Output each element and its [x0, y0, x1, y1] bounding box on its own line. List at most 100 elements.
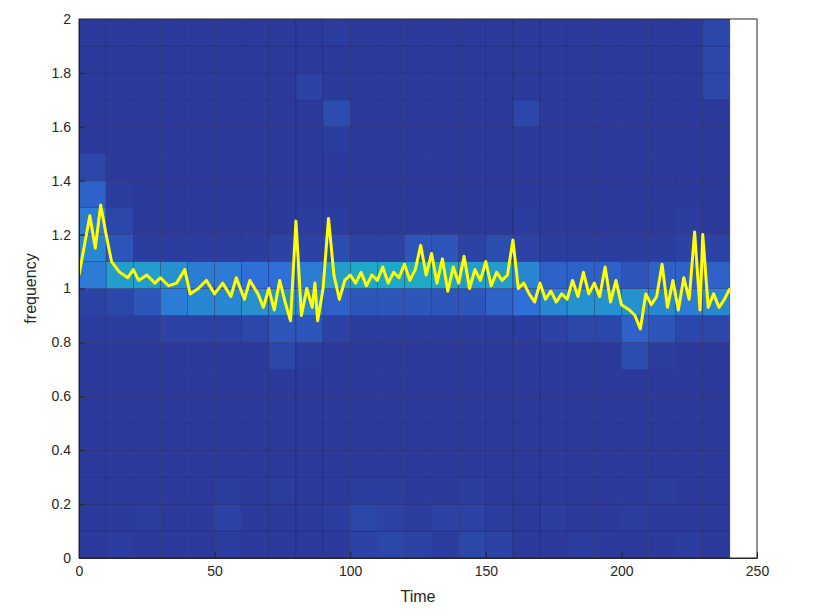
heatmap-cell [79, 396, 106, 423]
heatmap-cell [187, 369, 214, 396]
heatmap-cell [350, 315, 377, 342]
heatmap-cell [432, 154, 459, 181]
heatmap-cell [106, 208, 133, 235]
heatmap-cell [513, 504, 540, 531]
heatmap-cell [160, 154, 187, 181]
tick: 1.4 [52, 173, 85, 189]
heatmap-cell [513, 477, 540, 504]
tick-label: 1.6 [52, 119, 72, 135]
heatmap-cell [215, 450, 242, 477]
heatmap-cell [269, 181, 296, 208]
heatmap-cell [649, 369, 676, 396]
heatmap-cell [703, 315, 730, 342]
heatmap-cell [432, 396, 459, 423]
heatmap-cell [432, 181, 459, 208]
heatmap-cell [79, 154, 106, 181]
heatmap-cell [160, 208, 187, 235]
heatmap-cell [350, 208, 377, 235]
heatmap-cell [594, 235, 621, 262]
heatmap-cell [649, 450, 676, 477]
heatmap-cell [350, 450, 377, 477]
tick-mark [79, 235, 85, 236]
heatmap-cell [459, 100, 486, 127]
heatmap-cell [404, 100, 431, 127]
heatmap-cell [621, 369, 648, 396]
tick-label: 50 [207, 563, 223, 579]
heatmap-cell [649, 342, 676, 369]
heatmap-cell [215, 181, 242, 208]
heatmap-cell [432, 369, 459, 396]
tick: 1 [63, 280, 85, 296]
heatmap-cell [160, 73, 187, 100]
heatmap-cell [676, 154, 703, 181]
heatmap-cell [432, 423, 459, 450]
heatmap-cell [106, 477, 133, 504]
heatmap-cell [459, 315, 486, 342]
heatmap-cell [649, 396, 676, 423]
heatmap-cell [377, 46, 404, 73]
heatmap-cell [187, 73, 214, 100]
tick: 2 [63, 11, 85, 27]
heatmap-cell [160, 235, 187, 262]
heatmap-cell [323, 396, 350, 423]
heatmap-cell [79, 289, 106, 316]
heatmap-cell [133, 46, 160, 73]
heatmap-cell [459, 154, 486, 181]
heatmap-cell [377, 127, 404, 154]
heatmap-cell [486, 19, 513, 46]
x-axis: 050100150200250 [76, 552, 770, 579]
heatmap-cell [215, 396, 242, 423]
heatmap-cell [296, 73, 323, 100]
heatmap-cell [323, 100, 350, 127]
heatmap-cell [432, 342, 459, 369]
heatmap-cell [594, 342, 621, 369]
heatmap-cell [350, 289, 377, 316]
heatmap-cell [350, 46, 377, 73]
heatmap-cell [242, 531, 269, 558]
heatmap-cell [459, 208, 486, 235]
heatmap-cell [649, 19, 676, 46]
heatmap-cell [513, 19, 540, 46]
y-axis: 00.20.40.60.811.21.41.61.82 [52, 11, 85, 566]
heatmap-cell [513, 369, 540, 396]
heatmap-cell [323, 477, 350, 504]
heatmap-cell [350, 235, 377, 262]
heatmap-cell [703, 73, 730, 100]
heatmap-cell [187, 450, 214, 477]
tick-label: 1.4 [52, 173, 72, 189]
heatmap-cell [703, 531, 730, 558]
heatmap-cell [323, 504, 350, 531]
heatmap-cell [649, 531, 676, 558]
heatmap-cell [269, 531, 296, 558]
heatmap-cell [377, 100, 404, 127]
heatmap-cell [486, 531, 513, 558]
heatmap-cell [377, 396, 404, 423]
heatmap-cell [513, 100, 540, 127]
heatmap-cell [377, 477, 404, 504]
tick: 0.4 [52, 442, 85, 458]
heatmap-cell [404, 342, 431, 369]
heatmap-cell [404, 181, 431, 208]
heatmap-cell [323, 127, 350, 154]
heatmap-cell [187, 315, 214, 342]
heatmap-cell [242, 315, 269, 342]
heatmap-cell [296, 504, 323, 531]
heatmap-cell [703, 369, 730, 396]
heatmap-cell [133, 504, 160, 531]
tick-mark [350, 552, 351, 558]
heatmap-cell [242, 423, 269, 450]
heatmap-cell [649, 315, 676, 342]
heatmap-cell [649, 154, 676, 181]
heatmap-cell [133, 423, 160, 450]
heatmap-cell [621, 504, 648, 531]
heatmap-cell [242, 19, 269, 46]
heatmap-cell [486, 450, 513, 477]
tick: 0.8 [52, 334, 85, 350]
heatmap-cell [296, 450, 323, 477]
heatmap-cell [160, 315, 187, 342]
tick: 1.2 [52, 227, 85, 243]
heatmap-cell [377, 450, 404, 477]
heatmap-cell [404, 450, 431, 477]
heatmap-cell [106, 450, 133, 477]
heatmap-cell [513, 342, 540, 369]
